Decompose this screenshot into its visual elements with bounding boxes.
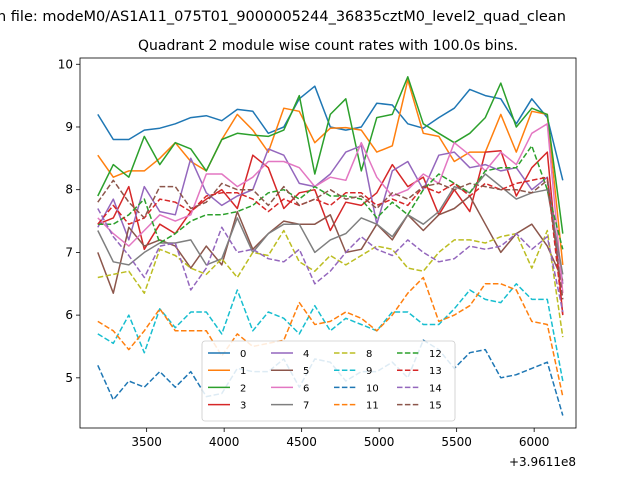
x-tick-label: 4500 <box>286 435 317 449</box>
series-line-2 <box>97 76 564 234</box>
series-line-14 <box>97 208 564 313</box>
y-axis: 5 6 7 8 9 10 <box>58 57 80 385</box>
series-line-8 <box>97 229 564 338</box>
legend-label-14: 14 <box>429 383 442 394</box>
series-line-4 <box>97 145 564 284</box>
series-line-7 <box>97 173 564 275</box>
plot-frame <box>79 57 577 429</box>
figure-suptitle: n file: modeM0/AS1A11_075T01_9000005244_… <box>0 9 566 25</box>
series-line-11 <box>97 276 564 397</box>
x-tick-label: 3500 <box>131 435 162 449</box>
y-tick-label: 6 <box>65 308 73 322</box>
x-axis-offset-label: +3.9611e8 <box>509 455 576 469</box>
series-line-0 <box>97 85 564 181</box>
series-line-15 <box>97 179 564 300</box>
series-line-13 <box>97 176 564 316</box>
legend-label-7: 7 <box>303 401 309 412</box>
legend-label-11: 11 <box>366 401 379 412</box>
legend-label-10: 10 <box>366 383 379 394</box>
y-tick-label: 8 <box>65 183 73 197</box>
legend-label-1: 1 <box>240 366 246 377</box>
y-tick-label: 5 <box>65 371 73 385</box>
x-axis: 3500 4000 4500 5000 5500 6000 <box>131 428 549 449</box>
legend-label-8: 8 <box>366 349 372 360</box>
x-tick-label: 5000 <box>364 435 395 449</box>
y-tick-label: 10 <box>58 57 73 71</box>
series-line-9 <box>97 283 564 382</box>
legend-box <box>201 340 456 422</box>
legend-label-2: 2 <box>240 383 246 394</box>
legend-label-9: 9 <box>366 366 372 377</box>
legend-label-15: 15 <box>429 401 442 412</box>
legend-label-6: 6 <box>303 383 309 394</box>
y-tick-label: 7 <box>65 245 73 259</box>
y-tick-label: 9 <box>65 120 73 134</box>
legend-label-12: 12 <box>429 349 442 360</box>
legend-label-5: 5 <box>303 366 309 377</box>
legend-label-0: 0 <box>240 349 246 360</box>
chart-title: Quadrant 2 module wise count rates with … <box>138 38 518 54</box>
x-tick-label: 6000 <box>519 435 550 449</box>
legend-label-4: 4 <box>303 349 309 360</box>
series-line-5 <box>97 195 564 294</box>
series-line-12 <box>97 145 564 250</box>
legend-label-3: 3 <box>240 401 246 412</box>
x-tick-label: 5500 <box>441 435 472 449</box>
x-tick-label: 4000 <box>209 435 240 449</box>
legend-label-13: 13 <box>429 366 442 377</box>
